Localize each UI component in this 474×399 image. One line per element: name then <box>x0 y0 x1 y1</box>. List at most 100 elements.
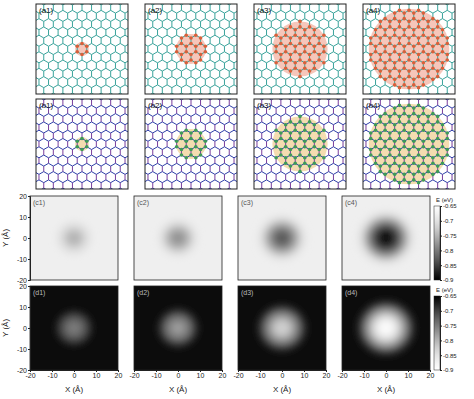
bond <box>72 10 77 13</box>
bond <box>329 52 334 55</box>
bond <box>43 71 44 77</box>
bond <box>101 163 106 166</box>
bond <box>68 85 73 88</box>
bond <box>111 35 116 38</box>
cluster-atom <box>431 17 435 21</box>
bond <box>167 10 172 13</box>
cluster-atom <box>313 44 317 48</box>
bond <box>53 38 54 44</box>
bond <box>181 88 182 94</box>
bond <box>220 43 225 46</box>
bond <box>338 10 343 13</box>
cluster-atom <box>279 42 283 46</box>
cluster-atom <box>388 58 392 62</box>
bond <box>82 60 87 63</box>
bond <box>58 105 63 108</box>
bond <box>181 85 186 88</box>
bond <box>125 174 126 180</box>
cluster-atom <box>308 36 312 40</box>
bond <box>172 10 177 13</box>
cluster-atom <box>407 36 411 40</box>
bond <box>328 71 329 77</box>
cluster-atom <box>436 58 440 62</box>
cluster-atom <box>374 50 378 54</box>
bond <box>82 88 83 94</box>
cluster-atom <box>284 50 288 54</box>
bond <box>106 68 111 71</box>
bond <box>58 68 63 71</box>
cluster-atom <box>422 11 426 15</box>
cluster-atom <box>199 53 203 57</box>
bond <box>371 85 376 88</box>
cluster-atom <box>189 36 193 40</box>
cluster-atom <box>383 17 387 21</box>
bond <box>82 180 87 183</box>
bond <box>86 125 87 131</box>
bond <box>49 138 54 141</box>
bond <box>210 5 211 11</box>
bond <box>177 68 182 71</box>
bond <box>210 35 215 38</box>
bond <box>101 19 106 22</box>
bond <box>319 19 324 22</box>
bond <box>162 88 163 94</box>
bond <box>220 10 225 13</box>
bond <box>39 172 44 175</box>
bond <box>96 180 101 183</box>
cluster-atom <box>274 44 278 48</box>
cluster-atom <box>379 58 383 62</box>
cluster-atom <box>402 11 406 15</box>
bond <box>280 88 281 94</box>
bond <box>125 46 126 52</box>
bond <box>86 108 87 114</box>
bond <box>82 27 87 30</box>
bond <box>262 19 267 22</box>
bond <box>96 77 101 80</box>
bond <box>256 30 257 36</box>
bond <box>86 158 87 164</box>
bond <box>77 35 82 38</box>
bond <box>53 52 58 55</box>
cluster-atom <box>293 28 297 32</box>
bond <box>286 77 291 80</box>
bond <box>101 133 102 139</box>
cluster-atom <box>80 53 84 57</box>
bond <box>87 35 92 38</box>
bond <box>91 55 92 61</box>
bond <box>214 46 215 52</box>
bond <box>447 21 448 27</box>
bond <box>68 163 73 166</box>
bond <box>177 85 182 88</box>
bond <box>147 79 148 85</box>
cluster-atom <box>431 33 435 37</box>
bond <box>105 79 106 85</box>
bond <box>49 43 54 46</box>
bond <box>220 85 225 88</box>
bond <box>72 100 73 106</box>
bond <box>295 13 296 19</box>
bond <box>319 10 324 13</box>
bond <box>329 19 334 22</box>
bond <box>210 52 215 55</box>
bond <box>106 60 111 63</box>
bond <box>115 180 120 183</box>
bond <box>215 35 220 38</box>
bond <box>324 19 329 22</box>
bond <box>96 122 101 125</box>
bond <box>338 52 343 55</box>
bond <box>115 35 120 38</box>
bond <box>153 35 158 38</box>
bond <box>338 27 343 30</box>
bond <box>115 163 120 166</box>
panel-background <box>36 4 128 94</box>
panel-frame <box>145 4 237 94</box>
cluster-disk <box>75 42 89 56</box>
bond <box>115 125 116 131</box>
bond <box>49 19 54 22</box>
bond <box>38 174 39 180</box>
bond <box>67 125 68 131</box>
bond <box>333 19 338 22</box>
bond <box>148 85 153 88</box>
bond <box>92 114 97 117</box>
bond <box>257 77 262 80</box>
